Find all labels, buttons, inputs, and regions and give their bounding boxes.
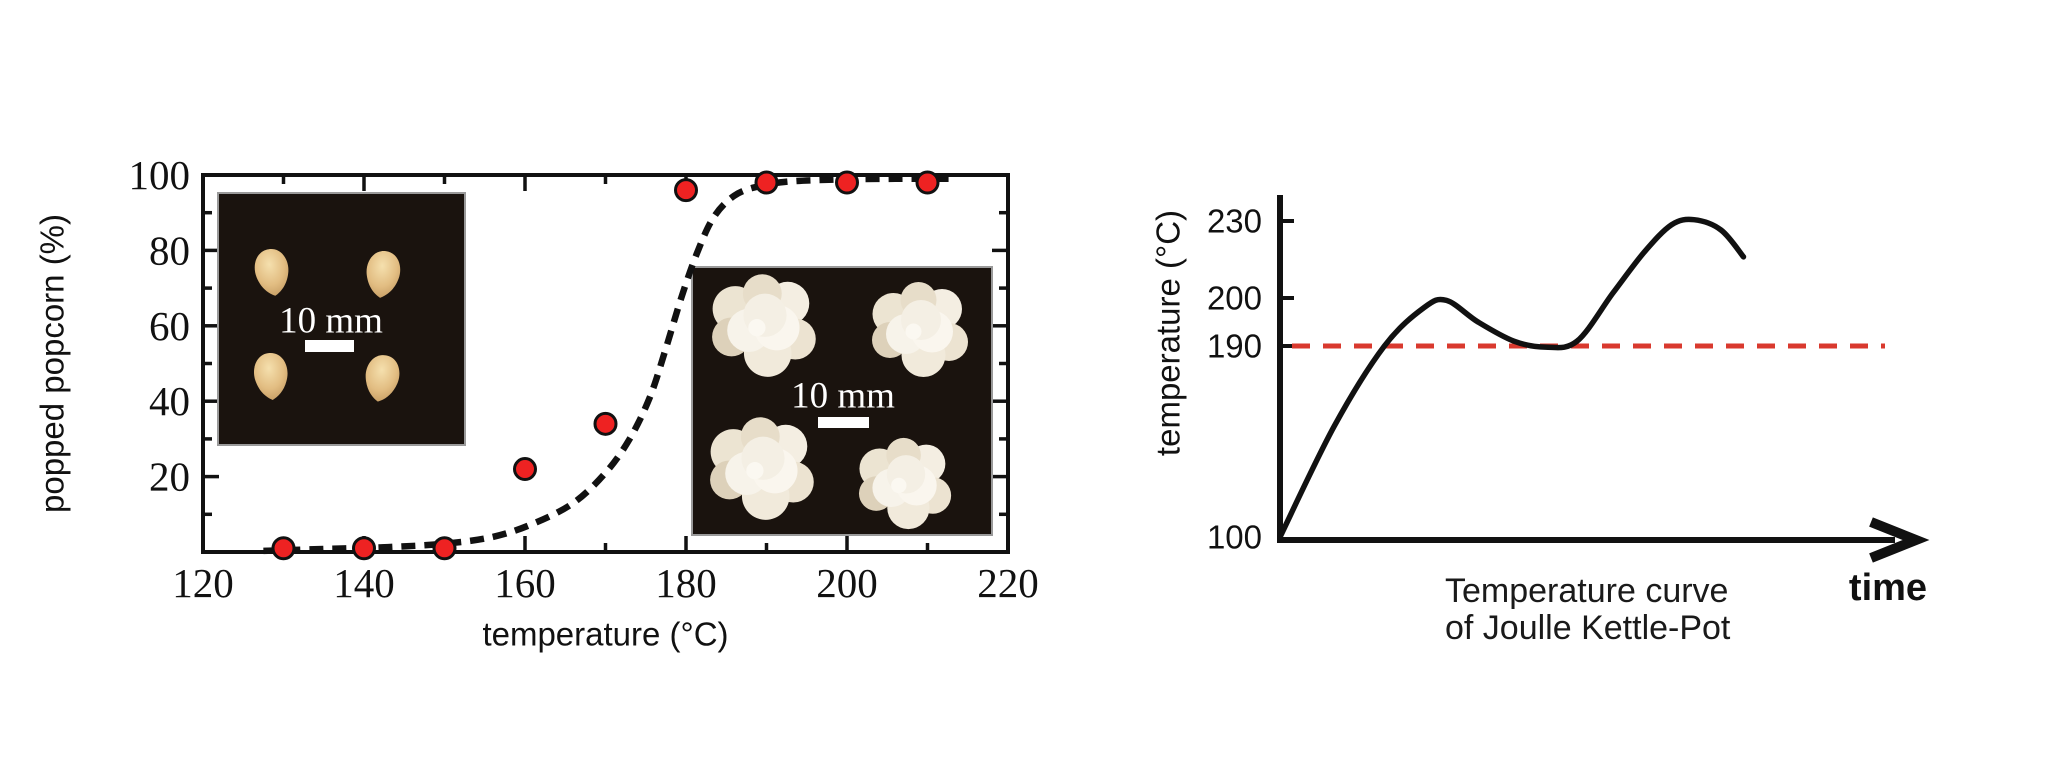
y-axis-title: popped popcorn (%) <box>34 214 71 513</box>
popcorn-piece <box>872 282 968 377</box>
x-tick-label: 220 <box>977 560 1039 606</box>
popcorn-scale-bar <box>818 417 869 428</box>
temperature-curve <box>1277 216 1747 540</box>
y-tick-label-190: 190 <box>1207 328 1262 365</box>
kernels-scale-label: 10 mm <box>279 301 383 342</box>
right-y-axis-title: temperature (°C) <box>1150 210 1187 456</box>
x-tick-label: 200 <box>816 560 878 606</box>
y-tick-label: 60 <box>149 303 190 349</box>
x-tick-label: 120 <box>172 560 234 606</box>
chart-caption-line-2: of Joulle Kettle-Pot <box>1445 609 1731 647</box>
y-tick-label: 20 <box>149 454 190 500</box>
corn-kernel <box>366 251 401 298</box>
kernels-photo-background <box>217 192 466 446</box>
data-point-140C <box>352 536 376 561</box>
y-tick-label: 80 <box>149 227 190 273</box>
x-tick-label: 160 <box>494 560 556 606</box>
time-axis-arrowhead <box>1869 517 1930 563</box>
data-point-180C <box>674 178 698 203</box>
data-point-200C <box>835 170 859 195</box>
x-tick-label: 180 <box>655 560 717 606</box>
y-tick-label: 40 <box>149 378 190 424</box>
x-tick-label: 140 <box>333 560 395 606</box>
corn-kernel <box>254 249 289 296</box>
time-axis-label: time <box>1849 567 1927 609</box>
corn-kernel <box>365 355 400 402</box>
y-tick-label-230: 230 <box>1207 203 1262 240</box>
popcorn-piece <box>712 274 816 377</box>
popcorn-piece <box>710 417 814 520</box>
popcorn-piece <box>858 437 952 530</box>
data-point-160C <box>513 457 537 482</box>
y-tick-label: 100 <box>129 152 191 198</box>
y-tick-label-100: 100 <box>1207 519 1262 556</box>
corn-kernel <box>254 353 288 400</box>
data-point-210C <box>915 170 940 195</box>
data-point-130C <box>271 536 296 561</box>
data-point-150C <box>432 536 457 561</box>
data-point-170C <box>593 411 618 436</box>
x-axis-title: temperature (°C) <box>482 616 728 653</box>
popcorn-photo-inset: 10 mm <box>691 266 993 536</box>
popcorn-chart: 120 140 160 180 200 220 20 40 60 80 100 temperature… <box>34 152 1039 653</box>
kernels-photo-inset: 10 mm <box>217 192 466 446</box>
data-point-190C <box>754 170 779 195</box>
kernels-scale-bar <box>305 340 354 352</box>
popcorn-scale-label: 10 mm <box>791 376 895 417</box>
y-tick-label-200: 200 <box>1207 280 1262 317</box>
kettle-temperature-chart: 230 200 190 100 temperature (°C) time Temperat… <box>1150 195 1930 647</box>
chart-caption-line-1: Temperature curve <box>1445 572 1728 610</box>
sigmoid-fit-curve <box>263 175 952 555</box>
